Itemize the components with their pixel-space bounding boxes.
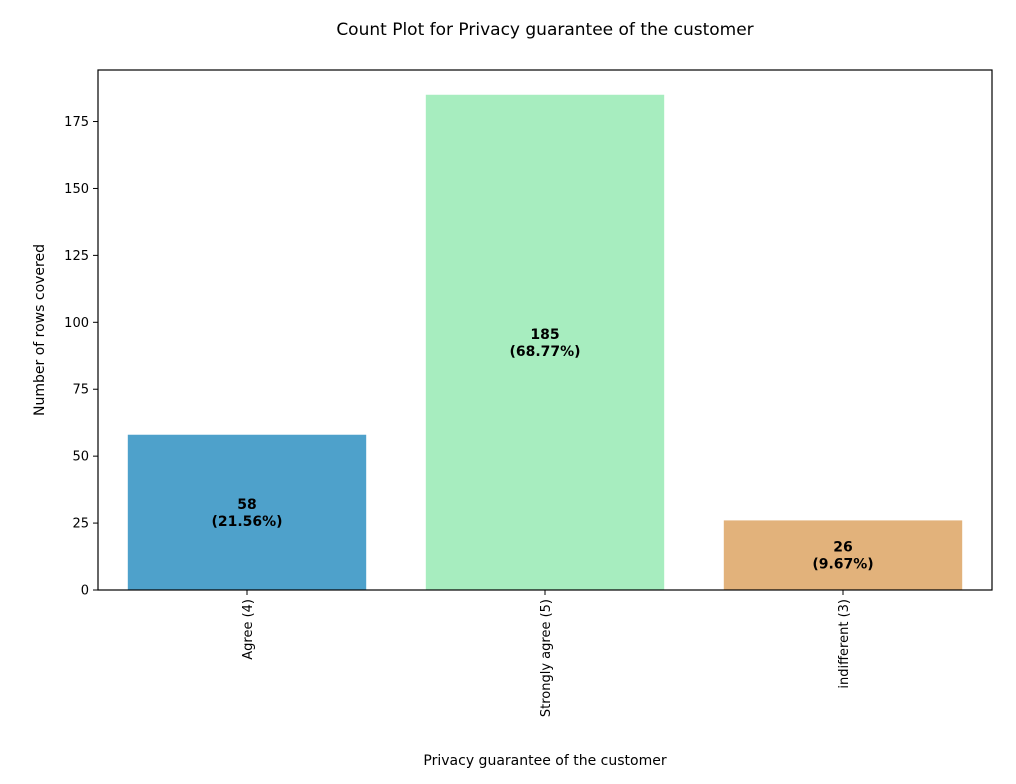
y-tick-label-4: 100 (64, 316, 89, 331)
bar-data-label-1-0: 185 (530, 327, 559, 343)
x-tick-label-2: indifferent (3) (837, 599, 852, 689)
x-axis-label: Privacy guarantee of the customer (423, 753, 666, 769)
bar-data-label-0-1: (21.56%) (211, 514, 282, 530)
y-tick-label-3: 75 (72, 383, 89, 398)
bar-data-label-1-1: (68.77%) (509, 344, 580, 360)
chart-title: Count Plot for Privacy guarantee of the … (336, 20, 753, 40)
bar-2 (723, 520, 963, 590)
bar-0 (127, 434, 367, 590)
x-tick-label-0: Agree (4) (241, 599, 256, 660)
y-axis-label: Number of rows covered (32, 244, 48, 416)
bar-data-label-0-0: 58 (237, 497, 256, 513)
y-tick-label-2: 50 (72, 450, 89, 465)
y-tick-label-1: 25 (72, 517, 89, 532)
y-tick-label-7: 175 (64, 115, 89, 130)
y-tick-label-0: 0 (81, 584, 89, 599)
bar-data-label-2-1: (9.67%) (812, 557, 873, 573)
bar-data-label-2-0: 26 (833, 540, 852, 556)
bars-layer (127, 94, 963, 590)
x-axis: Agree (4) Strongly agree (5) indifferent (… (241, 590, 852, 717)
x-tick-label-1: Strongly agree (5) (539, 599, 554, 717)
data-labels-layer: 58(21.56%) 185(68.77%) 26(9.67%) (211, 327, 873, 573)
y-tick-label-5: 125 (64, 249, 89, 264)
bar-1 (425, 94, 665, 590)
y-axis: 0 25 50 75 100 125 150 175 (64, 115, 98, 599)
y-tick-label-6: 150 (64, 182, 89, 197)
